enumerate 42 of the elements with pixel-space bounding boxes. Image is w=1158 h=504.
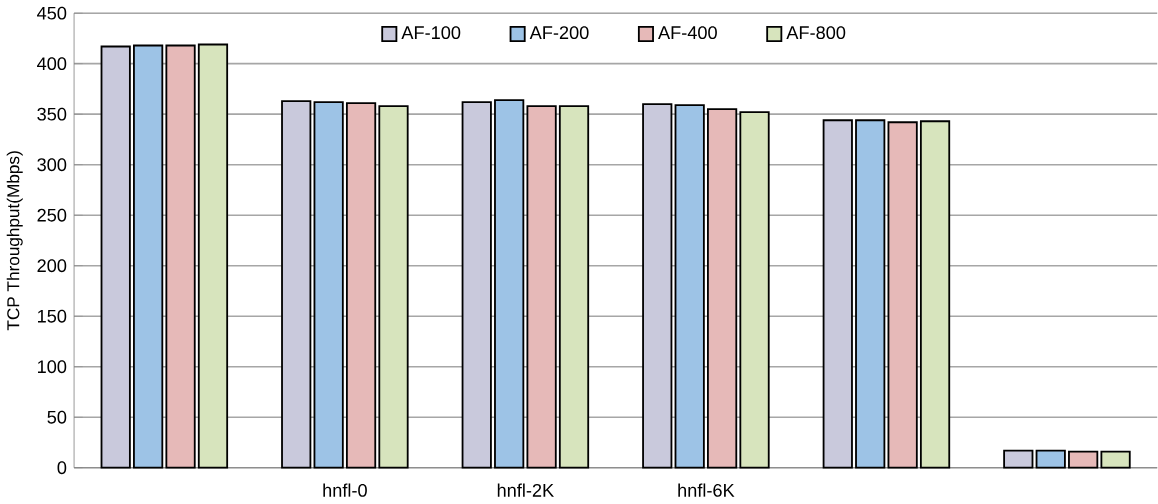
y-tick-label: 350 (37, 107, 67, 121)
bar (855, 119, 886, 469)
x-tick-label: hnfl-0 (323, 483, 367, 498)
legend-label: AF-100 (401, 26, 461, 40)
bar (378, 105, 409, 469)
y-tick-label: 450 (37, 6, 67, 20)
y-tick-label: 0 (57, 461, 67, 475)
y-axis-title: TCP Throughput(Mbps) (6, 151, 23, 331)
y-tick-label: 400 (37, 57, 67, 71)
bar (642, 103, 673, 469)
bar (461, 101, 492, 469)
bar (919, 120, 951, 469)
bar (1003, 449, 1034, 469)
bar (1035, 449, 1066, 469)
bar (197, 43, 229, 469)
bar (707, 108, 738, 469)
bar (494, 99, 525, 469)
legend-label: AF-200 (529, 26, 589, 40)
y-tick-label: 100 (38, 360, 67, 374)
bar (674, 104, 705, 469)
bar (165, 44, 196, 469)
bar (887, 121, 918, 469)
bar (1068, 450, 1099, 469)
y-tick-label: 250 (37, 208, 67, 222)
bar (313, 101, 344, 469)
bar (133, 44, 164, 469)
y-tick-label: 200 (37, 259, 67, 273)
legend-label: AF-800 (786, 26, 846, 40)
bar (739, 111, 770, 469)
legend-label: AF-400 (658, 26, 717, 40)
y-tick-label: 150 (38, 309, 67, 323)
bar (558, 105, 590, 469)
bar (345, 102, 377, 469)
y-tick-label: 300 (37, 158, 67, 172)
bar (822, 119, 853, 469)
bar (100, 45, 131, 469)
bar (526, 105, 557, 469)
bar (1100, 450, 1131, 469)
y-tick-label: 50 (47, 410, 67, 424)
x-tick-label: hnfl-6K (678, 483, 735, 498)
bar (281, 100, 312, 469)
x-tick-label: hnfl-2K (497, 483, 554, 497)
